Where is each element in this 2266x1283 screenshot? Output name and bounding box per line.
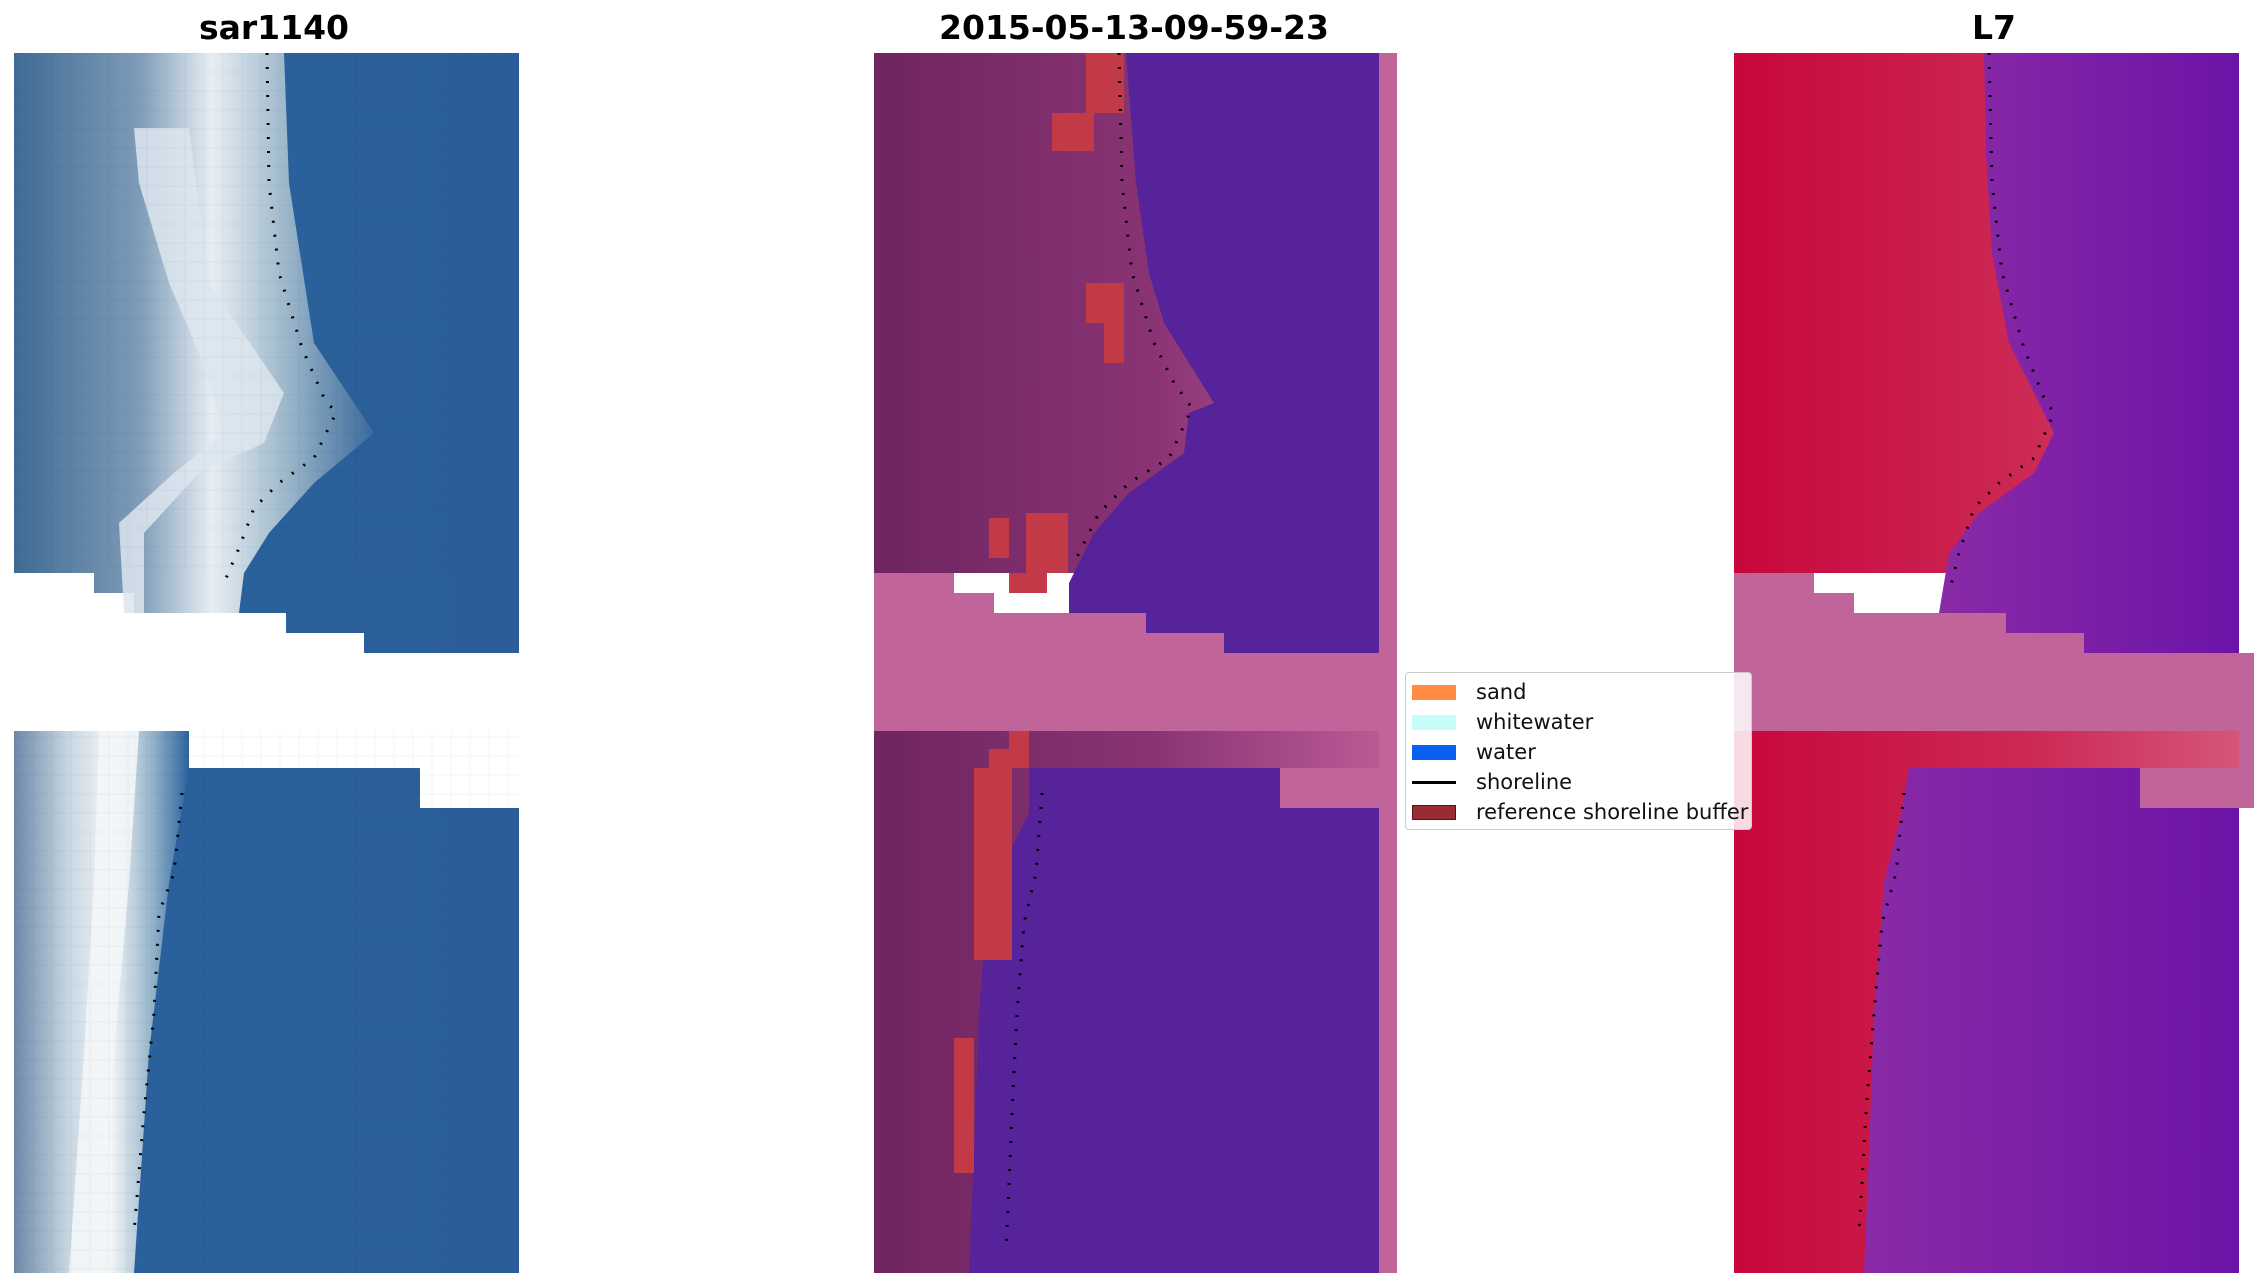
- classified-image-panel: [874, 53, 1397, 1273]
- legend-swatch-whitewater: [1412, 714, 1456, 730]
- legend-item-shoreline: shoreline: [1412, 767, 1572, 797]
- legend-label-reference-buffer: reference shoreline buffer: [1476, 800, 1749, 824]
- rgb-image-panel: [14, 53, 519, 1273]
- legend-item-whitewater: whitewater: [1412, 707, 1593, 737]
- legend-item-reference-buffer: reference shoreline buffer: [1412, 797, 1748, 827]
- legend-item-water: water: [1412, 737, 1536, 767]
- legend-item-sand: sand: [1412, 677, 1526, 707]
- legend-swatch-sand: [1412, 684, 1456, 700]
- legend-label-whitewater: whitewater: [1476, 710, 1594, 734]
- panel-title-classified: 2015-05-13-09-59-23: [939, 8, 1329, 47]
- legend-swatch-reference-buffer: [1412, 804, 1456, 820]
- panel-title-index: L7: [1972, 8, 2016, 47]
- legend-label-shoreline: shoreline: [1476, 770, 1573, 794]
- panel-title-rgb: sar1140: [198, 8, 350, 47]
- legend-swatch-water: [1412, 744, 1456, 760]
- legend-swatch-shoreline: [1412, 780, 1456, 784]
- legend: sand whitewater water shoreline referenc…: [1405, 672, 1752, 830]
- legend-label-water: water: [1476, 740, 1536, 764]
- index-image-panel: [1734, 53, 2254, 1273]
- legend-label-sand: sand: [1476, 680, 1527, 704]
